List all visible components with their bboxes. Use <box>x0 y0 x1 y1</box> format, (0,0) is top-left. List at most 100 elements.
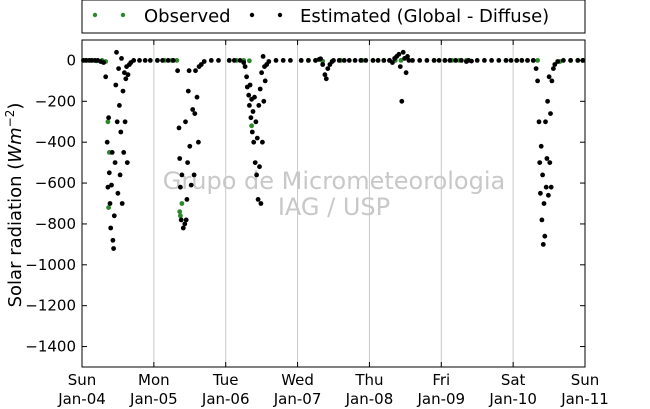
estimated-point-15 <box>109 182 114 188</box>
estimated-point-61 <box>185 88 191 94</box>
estimated-point-32 <box>121 150 127 155</box>
estimated-point-93 <box>253 119 259 125</box>
estimated-point-70 <box>196 139 201 145</box>
observed-point-6 <box>106 205 111 211</box>
x-tick-day-7: Sun <box>571 371 600 389</box>
estimated-point-145 <box>410 58 415 63</box>
observed-point-19 <box>249 123 255 129</box>
estimated-point-190 <box>555 59 561 64</box>
observed-point-42 <box>535 58 540 63</box>
y-axis-label: Solar radiation (Wm−2) <box>3 103 26 308</box>
estimated-point-12 <box>106 170 112 176</box>
x-tick-labels: SunJan-04MonJan-05TueJan-06WedJan-07ThuJ… <box>57 371 609 408</box>
estimated-point-167 <box>533 66 539 71</box>
estimated-point-97 <box>256 103 262 108</box>
estimated-point-158 <box>482 58 487 63</box>
estimated-point-186 <box>548 184 554 190</box>
estimated-point-79 <box>241 60 247 65</box>
estimated-point-100 <box>258 201 264 206</box>
estimated-point-103 <box>260 54 266 59</box>
estimated-point-19 <box>111 213 117 219</box>
estimated-point-132 <box>381 58 387 63</box>
estimated-point-179 <box>543 184 549 190</box>
estimated-point-171 <box>538 190 543 196</box>
estimated-point-59 <box>184 197 190 202</box>
estimated-point-10 <box>105 184 111 190</box>
estimated-point-7 <box>101 60 106 65</box>
estimated-point-188 <box>551 66 556 71</box>
estimated-point-169 <box>536 119 542 125</box>
estimated-point-163 <box>514 58 520 63</box>
estimated-point-84 <box>247 103 252 108</box>
estimated-point-62 <box>186 68 192 74</box>
estimated-point-48 <box>170 58 176 63</box>
estimated-point-30 <box>119 201 125 206</box>
estimated-point-165 <box>525 58 530 63</box>
estimated-point-53 <box>178 217 184 223</box>
estimated-point-149 <box>436 58 442 63</box>
estimated-point-128 <box>358 58 364 63</box>
estimated-point-31 <box>120 88 126 94</box>
estimated-point-86 <box>248 115 254 121</box>
estimated-point-138 <box>397 64 403 69</box>
estimated-point-99 <box>257 86 263 92</box>
estimated-point-176 <box>541 201 547 206</box>
estimated-point-173 <box>539 217 545 223</box>
estimated-point-162 <box>508 58 514 63</box>
estimated-point-156 <box>469 58 474 64</box>
estimated-point-64 <box>188 182 194 188</box>
estimated-point-25 <box>116 66 121 71</box>
estimated-point-14 <box>108 225 114 231</box>
legend-estimated-marker-1 <box>249 12 255 18</box>
estimated-point-148 <box>431 58 437 63</box>
estimated-point-140 <box>400 49 406 55</box>
estimated-point-101 <box>259 70 264 76</box>
y-tick-label-1: −200 <box>35 92 76 110</box>
estimated-point-92 <box>252 160 258 166</box>
estimated-point-150 <box>442 58 448 63</box>
estimated-point-116 <box>318 56 323 62</box>
estimated-point-175 <box>540 242 546 247</box>
estimated-point-21 <box>113 82 119 88</box>
estimated-point-56 <box>182 221 188 227</box>
estimated-point-26 <box>117 103 122 108</box>
legend-observed-marker-1 <box>92 12 98 18</box>
estimated-point-38 <box>125 72 131 78</box>
estimated-point-60 <box>185 160 191 166</box>
estimated-point-77 <box>231 58 237 63</box>
plot-frame <box>81 39 586 368</box>
estimated-point-131 <box>375 58 381 63</box>
legend-observed-marker-2 <box>120 12 126 18</box>
estimated-point-139 <box>399 98 405 104</box>
x-tick-date-5: Jan-09 <box>416 390 465 408</box>
estimated-point-23 <box>114 119 120 125</box>
estimated-point-9 <box>104 139 110 145</box>
estimated-point-152 <box>453 58 459 63</box>
estimated-point-153 <box>459 58 464 63</box>
estimated-point-192 <box>568 58 573 63</box>
estimated-point-57 <box>183 119 188 125</box>
estimated-point-129 <box>363 58 369 63</box>
y-tick-label-0: 0 <box>66 51 76 69</box>
x-tick-day-2: Tue <box>212 371 239 389</box>
estimated-point-191 <box>561 58 566 63</box>
estimated-point-24 <box>115 190 121 196</box>
estimated-point-159 <box>489 58 494 63</box>
watermark: Grupo de Micrometeorologia IAG / USP <box>163 167 505 221</box>
estimated-point-88 <box>249 129 255 135</box>
estimated-point-35 <box>123 76 129 82</box>
watermark-line-1: Grupo de Micrometeorologia <box>163 167 505 195</box>
estimated-point-18 <box>111 246 116 251</box>
estimated-point-172 <box>538 143 544 149</box>
observed-point-11 <box>174 58 180 63</box>
legend: Observed Estimated (Global - Diffuse) <box>81 0 586 34</box>
estimated-point-143 <box>405 54 410 59</box>
estimated-point-182 <box>546 192 551 198</box>
estimated-point-74 <box>208 58 214 63</box>
estimated-point-118 <box>322 72 328 78</box>
estimated-point-126 <box>346 58 352 63</box>
estimated-point-102 <box>260 139 265 145</box>
estimated-point-94 <box>254 172 259 178</box>
estimated-point-66 <box>191 172 197 178</box>
legend-estimated-marker-2 <box>277 12 283 18</box>
